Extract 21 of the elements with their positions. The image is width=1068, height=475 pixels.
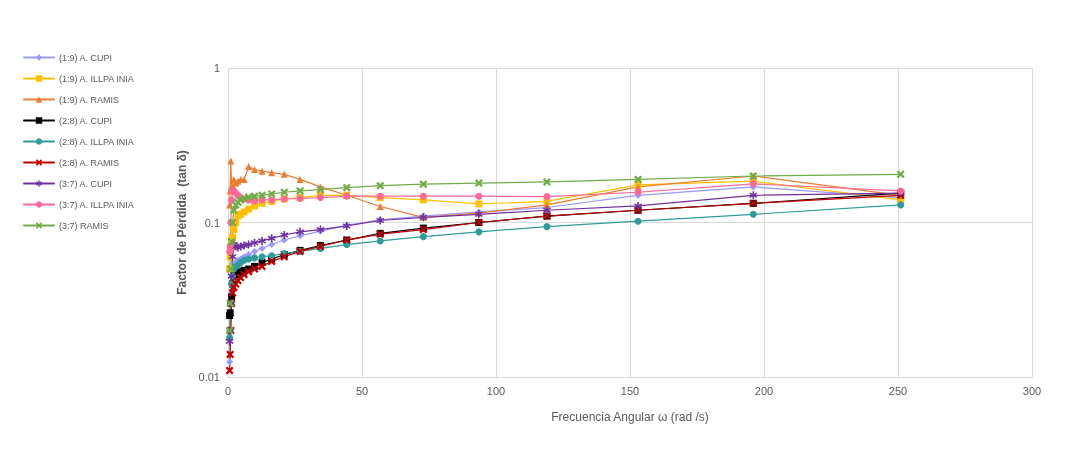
- y-tick-label: 0.1: [204, 216, 220, 229]
- x-axis-title: Frecuencia Angular ω (rad /s): [551, 410, 709, 424]
- y-axis-title: Factor de Pérdida (tan δ): [174, 150, 189, 295]
- legend-label: (2:8) A. ILLPA INIA: [59, 136, 134, 147]
- x-tick-label: 300: [1022, 384, 1042, 397]
- y-tick-label: 1: [213, 62, 220, 74]
- legend-label: (1:9) A. RAMIS: [59, 94, 120, 105]
- x-tick-label: 50: [355, 384, 369, 397]
- x-tick-label: 200: [754, 384, 774, 397]
- legend-label: (3:7) RAMIS: [59, 220, 109, 231]
- legend-label: (1:9) A. ILLPA INIA: [59, 73, 134, 84]
- legend-label: (2:8) A. RAMIS: [59, 157, 120, 168]
- legend-label: (3:7) A. ILLPA INIA: [59, 199, 134, 210]
- x-tick-label: 100: [486, 384, 506, 397]
- x-tick-label: 250: [888, 384, 908, 397]
- legend-label: (3:7) A. CUPI: [59, 178, 113, 189]
- legend-label: (1:9) A. CUPI: [59, 52, 113, 63]
- x-tick-label: 0: [224, 384, 232, 397]
- x-tick-label: 150: [620, 384, 640, 397]
- legend-label: (2:8) A. CUPI: [59, 115, 113, 126]
- y-tick-label: 0.01: [198, 371, 220, 383]
